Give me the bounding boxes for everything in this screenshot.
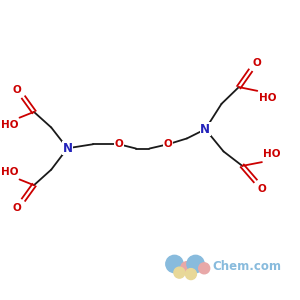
Text: O: O — [114, 139, 123, 149]
Circle shape — [199, 263, 210, 274]
Circle shape — [166, 255, 183, 273]
Text: HO: HO — [1, 167, 18, 176]
Text: O: O — [253, 58, 261, 68]
Circle shape — [187, 255, 204, 273]
Text: O: O — [258, 184, 266, 194]
Text: HO: HO — [263, 149, 281, 159]
Text: HO: HO — [259, 93, 276, 103]
Text: N: N — [62, 142, 72, 155]
Text: O: O — [164, 139, 172, 149]
Text: HO: HO — [1, 120, 18, 130]
Text: Chem.com: Chem.com — [212, 260, 281, 273]
Circle shape — [185, 268, 197, 280]
Text: O: O — [13, 85, 21, 94]
Text: O: O — [13, 202, 21, 212]
Text: N: N — [200, 123, 210, 136]
Circle shape — [181, 262, 193, 274]
Circle shape — [174, 267, 185, 278]
